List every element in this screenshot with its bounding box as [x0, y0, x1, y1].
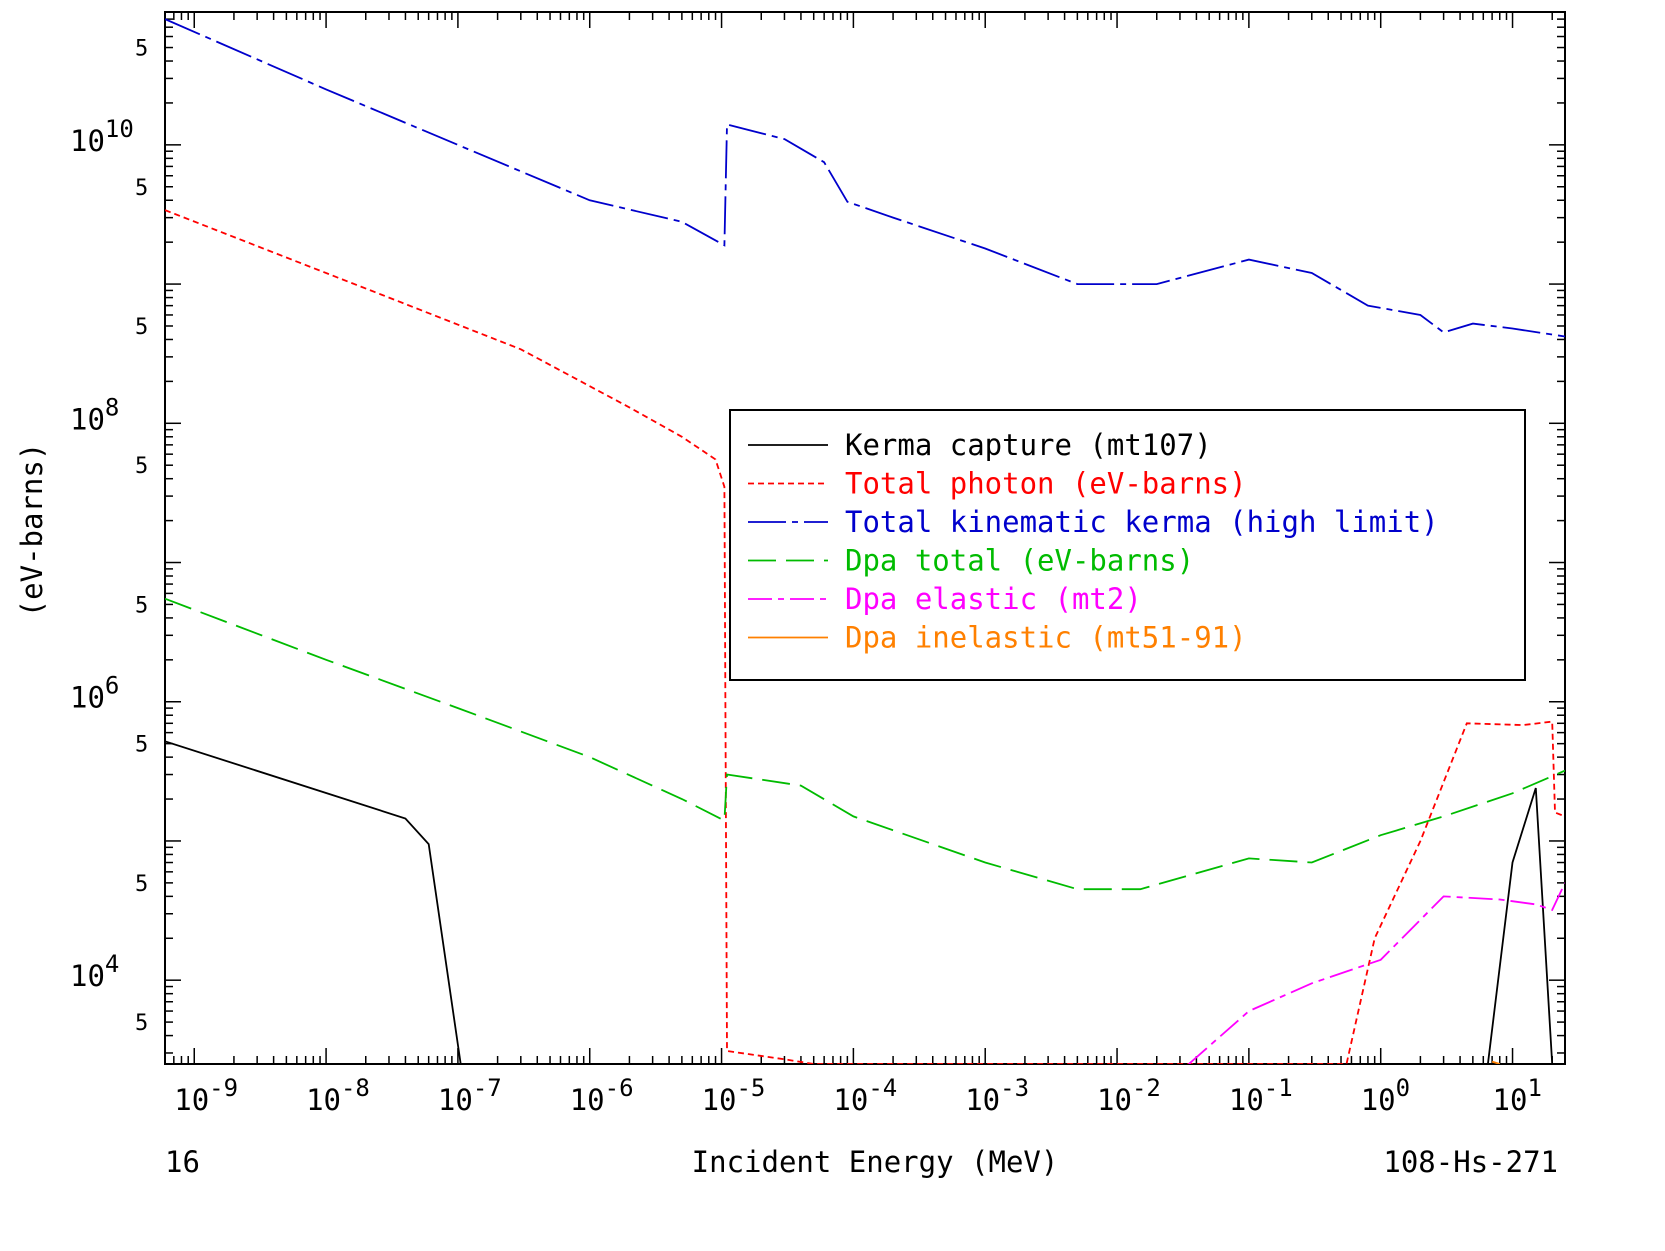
y-tick-label: 106	[70, 672, 119, 715]
x-tick-label: 10-3	[965, 1074, 1029, 1117]
series-line-6	[1491, 1060, 1501, 1064]
minor-ticks	[164, 11, 1565, 1064]
series-line-2	[165, 209, 1565, 1064]
x-tick-label: 100	[1361, 1074, 1410, 1117]
y-minor-tick-label: 5	[135, 315, 148, 340]
legend-items: Kerma capture (mt107) Total photon (eV-ba…	[748, 428, 1439, 655]
y-minor-tick-label: 5	[135, 1011, 148, 1036]
series-line-5	[1188, 882, 1565, 1064]
legend-entry-label: Dpa total (eV-barns)	[845, 544, 1194, 578]
x-tick-label: 10-6	[570, 1074, 634, 1117]
x-tick-label: 10-4	[833, 1074, 897, 1117]
y-minor-tick-label: 5	[135, 593, 148, 618]
x-tick-label: 101	[1493, 1074, 1542, 1117]
y-tick-label: 104	[70, 950, 119, 993]
y-axis-label: (eV-barns)	[15, 443, 49, 618]
x-tick-labels: 10-9 10-8 10-7 10-6 10-5 10-4 10-3 10-2 10-1 100 1…	[174, 1074, 1542, 1117]
legend-entry-label: Dpa inelastic (mt51-91)	[845, 621, 1247, 655]
x-tick-label: 10-1	[1229, 1074, 1293, 1117]
legend-entry-label: Dpa elastic (mt2)	[845, 582, 1142, 616]
x-axis-label: Incident Energy (MeV)	[692, 1145, 1059, 1179]
footer-right-label: 108-Hs-271	[1383, 1145, 1558, 1179]
y-tick-label: 1010	[70, 115, 134, 158]
x-tick-label: 10-8	[306, 1074, 370, 1117]
x-tick-label: 10-2	[1097, 1074, 1161, 1117]
legend: Kerma capture (mt107) Total photon (eV-ba…	[729, 409, 1526, 681]
x-tick-label: 10-9	[174, 1074, 238, 1117]
y-minor-tick-label: 5	[135, 176, 148, 201]
series-line-3	[165, 18, 1565, 338]
legend-entry-label: Kerma capture (mt107)	[845, 428, 1212, 462]
x-tick-label: 10-7	[438, 1074, 502, 1117]
series-line-4	[165, 597, 1565, 891]
legend-entry-label: Total kinematic kerma (high limit)	[845, 505, 1439, 539]
legend-box	[729, 409, 1526, 681]
y-minor-tick-label: 5	[135, 37, 148, 62]
y-minor-tick-label: 5	[135, 454, 148, 479]
footer-left-label: 16	[165, 1145, 200, 1179]
series-line-1	[165, 740, 1554, 1064]
series-layer	[165, 18, 1565, 1064]
legend-entry-label: Total photon (eV-barns)	[845, 467, 1247, 501]
x-tick-label: 10-5	[702, 1074, 766, 1117]
y-minor-tick-label: 5	[135, 872, 148, 897]
y-tick-label: 108	[70, 393, 119, 436]
y-minor-tick-label: 5	[135, 733, 148, 758]
